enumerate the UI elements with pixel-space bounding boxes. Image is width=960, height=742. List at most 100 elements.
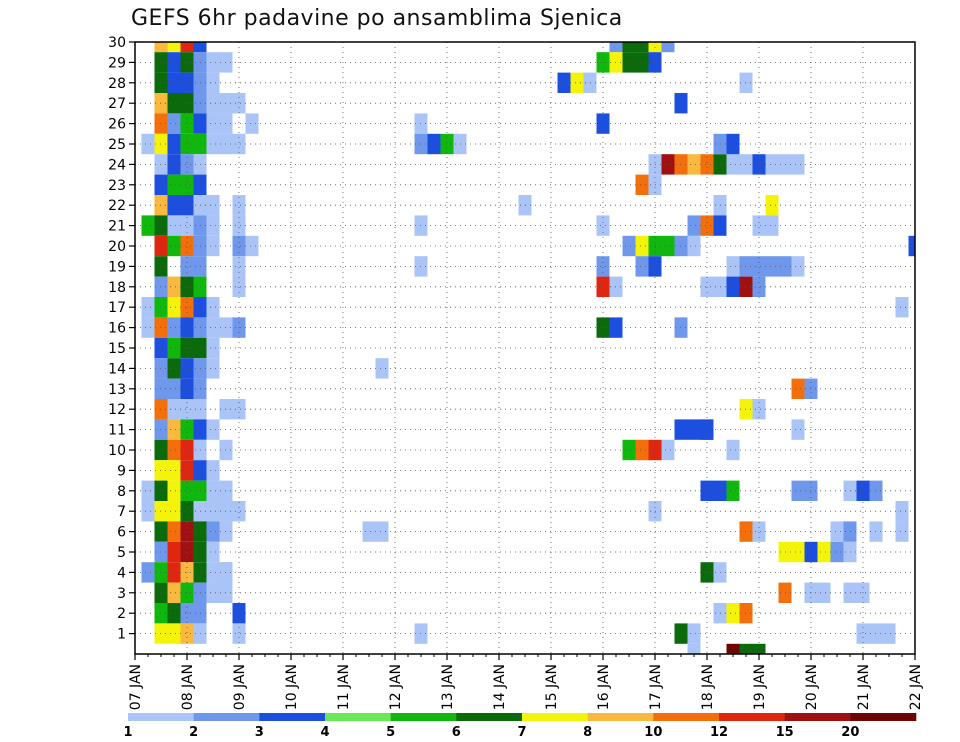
x-tick-label: 18 JAN: [700, 664, 716, 710]
heatmap-cell: [206, 460, 220, 481]
heatmap-cell: [752, 256, 766, 277]
colorbar-label: 12: [710, 725, 728, 740]
colorbar-label: 20: [841, 725, 859, 740]
heatmap-cell: [661, 42, 675, 53]
heatmap-cell: [752, 521, 766, 542]
y-tick-label: 17: [108, 300, 126, 316]
heatmap-cell: [154, 42, 168, 53]
colorbar-swatch: [259, 713, 326, 721]
y-tick-label: 3: [117, 586, 126, 602]
heatmap-cell: [635, 42, 649, 53]
colorbar-swatch: [128, 713, 194, 721]
heatmap-cell: [622, 42, 636, 53]
heatmap-cell: [622, 52, 636, 73]
x-axis: 07 JAN 08 JAN 09 JAN 10 JAN 11 JAN 12 JAN 13 J…: [128, 654, 924, 710]
colorbar-swatch: [456, 713, 523, 721]
heatmap-cell: [635, 439, 649, 461]
heatmap-cell: [167, 215, 181, 236]
heatmap-cell: [180, 215, 194, 236]
heatmap-cell: [180, 93, 194, 114]
x-tick-label: 16 JAN: [596, 664, 612, 710]
heatmap-cell: [245, 235, 259, 257]
heatmap-cell: [908, 235, 915, 257]
heatmap-cell: [687, 419, 701, 440]
heatmap-cell: [206, 337, 220, 359]
x-tick-label: 22 JAN: [908, 664, 924, 710]
heatmap-cell: [167, 582, 181, 603]
y-tick-label: 13: [108, 382, 126, 398]
heatmap-cell: [232, 133, 246, 155]
heatmap-cell: [167, 623, 181, 644]
heatmap-cell: [700, 215, 714, 236]
heatmap-cell: [232, 235, 246, 257]
colorbar-label: 8: [583, 725, 592, 740]
heatmap-cell: [206, 113, 220, 134]
colorbar-swatch: [784, 713, 851, 721]
heatmap-cell: [427, 133, 441, 155]
heatmap-cell: [141, 317, 155, 338]
heatmap-cell: [180, 603, 194, 624]
heatmap-cell: [232, 501, 246, 522]
heatmap-cell: [167, 297, 181, 318]
heatmap-cell: [180, 521, 194, 542]
heatmap-cell: [609, 42, 623, 53]
heatmap-cell: [817, 541, 831, 563]
heatmap-cell: [661, 235, 675, 257]
y-tick-label: 11: [108, 423, 126, 439]
heatmap-cell: [375, 521, 389, 542]
heatmap-cell: [882, 623, 896, 644]
heatmap-cell: [557, 72, 571, 93]
heatmap-cell: [206, 52, 220, 73]
heatmap-cell: [726, 154, 740, 175]
heatmap-cell: [635, 256, 649, 277]
heatmap-cell: [765, 256, 779, 277]
heatmap-cell: [167, 235, 181, 257]
heatmap-cell: [180, 460, 194, 481]
heatmap-cell: [180, 501, 194, 522]
heatmap-cell: [765, 215, 779, 236]
heatmap-cell: [752, 215, 766, 236]
heatmap-cell: [141, 562, 155, 583]
heatmap-cell: [791, 541, 805, 563]
y-tick-label: 8: [117, 484, 126, 500]
y-tick-label: 15: [108, 341, 126, 357]
heatmap-cell: [167, 174, 181, 195]
heatmap-cell: [752, 399, 766, 420]
heatmap-cell: [206, 562, 220, 583]
heatmap-cell: [167, 72, 181, 93]
heatmap-cell: [167, 562, 181, 583]
x-tick-label: 15 JAN: [544, 664, 560, 710]
heatmap-cell: [726, 256, 740, 277]
heatmap-cell: [206, 358, 220, 379]
heatmap-cell: [232, 256, 246, 277]
heatmap-cell: [206, 541, 220, 563]
y-tick-label: 14: [108, 361, 126, 377]
heatmap-cell: [375, 358, 389, 379]
y-tick-label: 27: [108, 96, 126, 112]
heatmap-cell: [232, 276, 246, 297]
heatmap-cell: [700, 276, 714, 297]
colorbar-swatch: [325, 713, 391, 721]
grid-layer: [135, 42, 915, 654]
y-tick-label: 4: [117, 565, 126, 581]
heatmap-cell: [167, 378, 181, 399]
y-tick-label: 29: [108, 55, 126, 71]
heatmap-cell: [206, 195, 220, 216]
heatmap-cell: [596, 256, 610, 277]
heatmap-cell: [206, 235, 220, 257]
heatmap-cell: [141, 501, 155, 522]
y-tick-label: 9: [117, 463, 126, 479]
y-tick-label: 20: [108, 239, 126, 255]
heatmap-cell: [206, 501, 220, 522]
colorbar-label: 3: [255, 725, 264, 740]
heatmap-cell: [206, 297, 220, 318]
y-tick-label: 26: [108, 117, 126, 133]
colorbar-label: 2: [189, 725, 198, 740]
heatmap-cell: [180, 256, 194, 277]
heatmap-cell: [206, 317, 220, 338]
heatmap-cell: [830, 541, 844, 563]
heatmap-cell: [817, 582, 831, 603]
y-tick-label: 6: [117, 525, 126, 541]
heatmap-cell: [726, 480, 740, 501]
